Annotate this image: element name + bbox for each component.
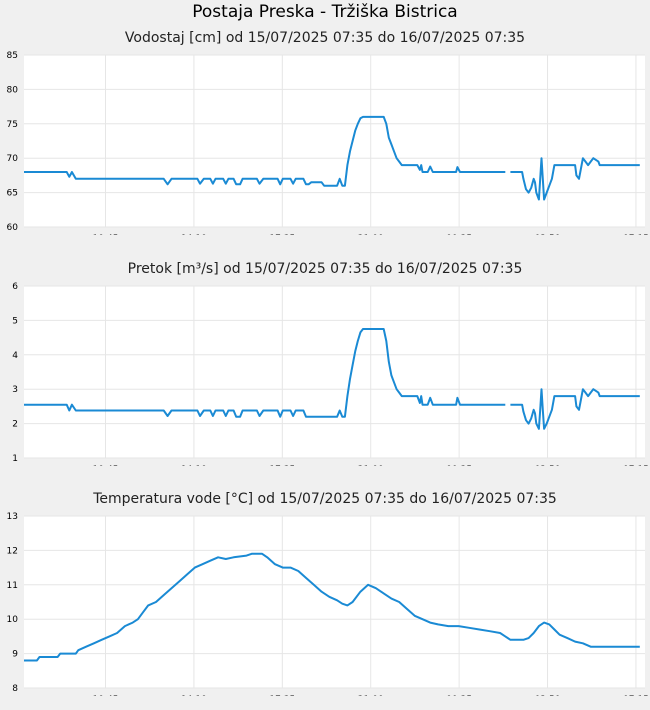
y-tick-label: 80 <box>7 85 19 95</box>
x-tick-label: 10:45 <box>93 465 119 466</box>
x-tick-label: 17:35 <box>269 695 295 696</box>
x-tick-label: 07:15 <box>623 465 649 466</box>
y-tick-label: 70 <box>7 154 19 164</box>
y-tick-label: 75 <box>7 120 18 130</box>
y-tick-label: 9 <box>12 650 18 660</box>
y-tick-label: 4 <box>12 351 18 361</box>
plot-area <box>24 516 645 688</box>
series-line <box>24 328 506 418</box>
x-tick-label: 14:10 <box>181 234 207 235</box>
x-tick-label: 03:50 <box>535 234 561 235</box>
y-tick-label: 8 <box>12 684 18 694</box>
x-tick-label: 21:00 <box>358 695 384 696</box>
x-tick-label: 07:15 <box>623 695 649 696</box>
series-line <box>24 552 640 662</box>
x-tick-label: 21:00 <box>358 234 384 235</box>
x-tick-label: 17:35 <box>269 465 295 466</box>
y-tick-label: 13 <box>7 512 18 522</box>
x-tick-label: 00:25 <box>446 465 472 466</box>
plot-area <box>24 286 645 458</box>
y-tick-label: 10 <box>7 615 19 625</box>
y-tick-label: 12 <box>7 546 18 556</box>
series-line <box>510 388 640 430</box>
plot-area <box>24 55 645 227</box>
chart-title-pretok: Pretok [m³/s] od 15/07/2025 07:35 do 16/… <box>127 261 523 277</box>
x-tick-label: 00:25 <box>446 234 472 235</box>
y-tick-label: 85 <box>7 51 18 61</box>
y-tick-label: 6 <box>12 282 18 292</box>
x-tick-label: 03:50 <box>535 695 561 696</box>
y-tick-label: 65 <box>7 189 18 199</box>
x-tick-label: 10:45 <box>93 695 119 696</box>
x-tick-label: 07:15 <box>623 234 649 235</box>
series-line <box>24 115 506 187</box>
y-tick-label: 1 <box>12 454 18 464</box>
x-tick-label: 14:10 <box>181 465 207 466</box>
x-tick-label: 00:25 <box>446 695 472 696</box>
series-line <box>510 157 640 201</box>
page-title: Postaja Preska - Tržiška Bistrica <box>192 2 458 22</box>
x-tick-label: 10:45 <box>93 234 119 235</box>
y-tick-label: 60 <box>7 223 19 233</box>
chart-pretok: 1 2 3 4 5 6 10:45 14:10 17:35 21:00 00:25 03:50 07:1… <box>12 282 649 466</box>
chart-title-temperatura: Temperatura vode [°C] od 15/07/2025 07:3… <box>93 491 557 507</box>
chart-vodostaj: 60 65 70 75 80 85 10:45 14:10 17:35 21:00 00:25 03:… <box>7 51 649 235</box>
x-tick-label: 17:35 <box>269 234 295 235</box>
chart-temperatura: 8 9 10 11 12 13 10:45 14:10 17:35 21:00 00:25 03:50… <box>7 512 649 696</box>
y-tick-label: 2 <box>12 420 18 430</box>
x-tick-label: 14:10 <box>181 695 207 696</box>
y-tick-label: 5 <box>12 316 18 326</box>
x-tick-label: 03:50 <box>535 465 561 466</box>
x-tick-label: 21:00 <box>358 465 384 466</box>
y-tick-label: 3 <box>12 385 18 395</box>
chart-title-vodostaj: Vodostaj [cm] od 15/07/2025 07:35 do 16/… <box>124 30 526 46</box>
y-tick-label: 11 <box>7 581 18 591</box>
